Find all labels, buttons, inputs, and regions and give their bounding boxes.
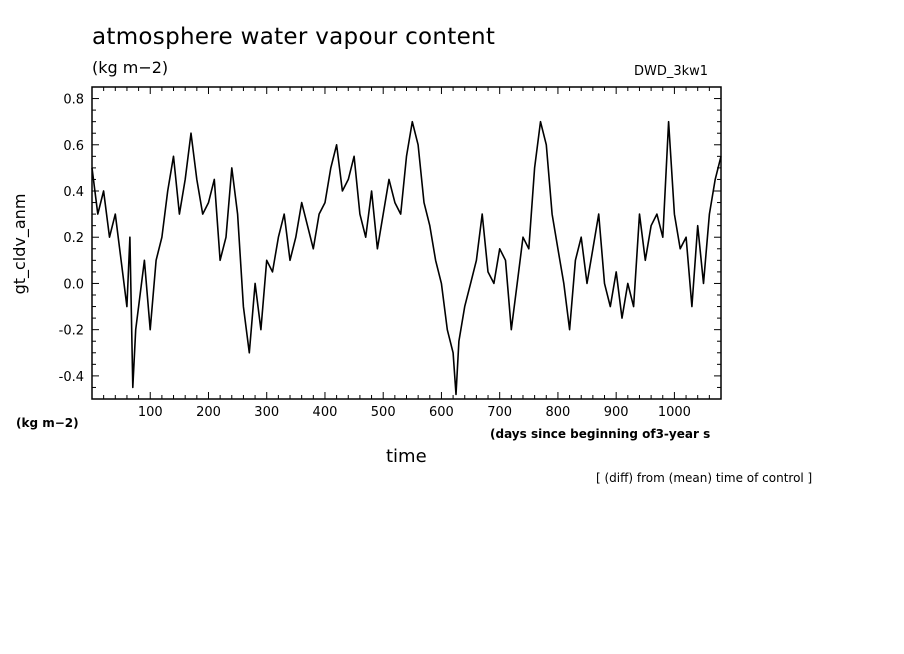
footnote: [ (diff) from (mean) time of control ] bbox=[596, 471, 813, 485]
x-tick-label: 900 bbox=[604, 405, 629, 420]
x-tick-label: 800 bbox=[546, 405, 571, 420]
x-tick-label: 600 bbox=[429, 405, 454, 420]
series-group bbox=[91, 120, 722, 396]
y-tick-label: 0.2 bbox=[63, 231, 84, 246]
y-tick-label: 0.4 bbox=[63, 185, 84, 200]
y-tick-label: 0.0 bbox=[63, 277, 84, 292]
chart-units: (kg m−2) bbox=[92, 58, 169, 77]
x-axis-title: time bbox=[386, 446, 427, 467]
x-units-label: (days since beginning of3-year s bbox=[490, 427, 711, 441]
x-tick-label: 500 bbox=[371, 405, 396, 420]
y-tick-label: 0.8 bbox=[63, 93, 84, 108]
chart-title: atmosphere water vapour content bbox=[92, 24, 496, 50]
axis-ticks: 100 200 300 400 500 600 700 800 900 1000 -0.4 -0.2 0… bbox=[59, 86, 722, 420]
x-tick-label: 400 bbox=[313, 405, 338, 420]
plot-frame bbox=[91, 86, 722, 400]
x-tick-label: 700 bbox=[487, 405, 512, 420]
x-tick-label: 300 bbox=[254, 405, 279, 420]
run-id-label: DWD_3kw1 bbox=[634, 64, 709, 79]
x-tick-label: 200 bbox=[196, 405, 221, 420]
y-tick-label: -0.2 bbox=[59, 324, 84, 339]
series-line bbox=[91, 120, 722, 396]
y-tick-label: -0.4 bbox=[59, 370, 84, 385]
y-tick-label: 0.6 bbox=[63, 139, 84, 154]
x-tick-label: 1000 bbox=[658, 405, 691, 420]
x-tick-label: 100 bbox=[138, 405, 163, 420]
y-units-label: (kg m−2) bbox=[16, 416, 79, 430]
